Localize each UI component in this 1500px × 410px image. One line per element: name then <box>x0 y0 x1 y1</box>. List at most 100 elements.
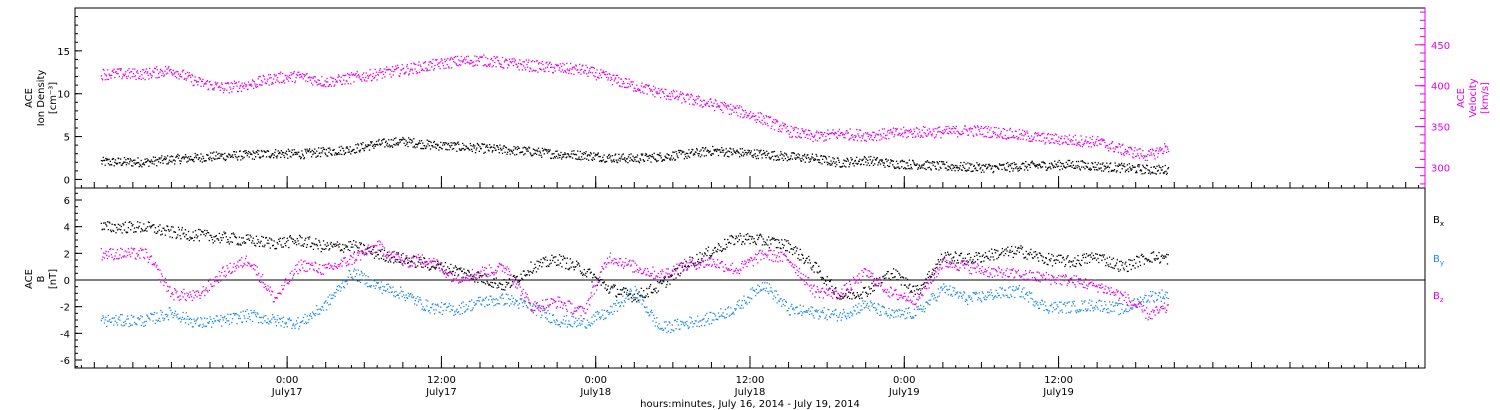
velocity-point <box>333 85 335 88</box>
density-point <box>448 149 450 151</box>
density-point <box>319 155 322 158</box>
velocity-point <box>455 63 457 65</box>
density-point <box>1108 171 1110 173</box>
density-point <box>1159 172 1161 174</box>
density-point <box>267 150 270 153</box>
density-point <box>483 143 486 145</box>
bx-point <box>817 272 819 274</box>
density-point <box>139 163 141 166</box>
density-point <box>966 170 968 172</box>
density-point <box>1021 163 1023 165</box>
density-point <box>991 167 993 169</box>
density-point <box>301 150 303 152</box>
bx-point <box>645 295 647 297</box>
bx-point <box>745 234 747 236</box>
velocity-point <box>1132 153 1134 155</box>
velocity-point <box>188 72 191 74</box>
bx-point <box>869 292 872 295</box>
velocity-point <box>405 71 407 73</box>
bx-point <box>164 234 167 236</box>
velocity-point <box>640 85 643 87</box>
density-point <box>555 150 557 153</box>
density-point <box>300 156 302 159</box>
bx-point <box>1052 255 1054 257</box>
density-point <box>937 163 940 165</box>
density-point <box>1126 169 1128 171</box>
bx-point <box>237 242 239 245</box>
density-point <box>389 146 391 148</box>
density-point <box>969 164 972 166</box>
density-point <box>810 158 812 160</box>
density-point <box>1037 167 1039 169</box>
bx-point <box>127 227 130 229</box>
density-point <box>393 138 396 140</box>
density-point <box>386 142 389 145</box>
density-point <box>516 148 518 151</box>
density-point <box>437 144 439 146</box>
density-point <box>355 151 358 153</box>
velocity-point <box>1026 130 1028 132</box>
density-point <box>1075 165 1077 167</box>
density-point <box>814 158 816 160</box>
velocity-point <box>530 68 532 70</box>
bx-point <box>995 249 997 252</box>
density-point <box>1147 172 1150 174</box>
bx-point <box>835 286 837 289</box>
bx-point <box>206 229 208 232</box>
bx-point <box>113 224 116 226</box>
velocity-point <box>554 70 556 72</box>
velocity-point <box>876 139 878 142</box>
bx-point <box>656 292 658 294</box>
bx-point <box>167 228 170 231</box>
velocity-point <box>896 128 898 130</box>
velocity-point <box>1140 153 1142 155</box>
bx-point <box>116 226 118 229</box>
bx-point <box>413 255 415 257</box>
velocity-point <box>402 67 405 70</box>
bx-point <box>937 259 940 261</box>
density-point <box>152 156 155 158</box>
density-point <box>753 149 756 151</box>
velocity-point <box>636 89 639 91</box>
density-point <box>794 157 796 159</box>
velocity-point <box>163 74 166 76</box>
density-point <box>1065 161 1067 164</box>
velocity-point <box>908 130 911 132</box>
velocity-point <box>707 100 709 103</box>
density-point <box>154 156 157 158</box>
density-point <box>704 148 706 150</box>
density-point <box>440 141 442 144</box>
density-point <box>181 157 183 160</box>
velocity-point <box>588 70 590 72</box>
density-point <box>778 158 781 161</box>
density-point <box>621 154 623 156</box>
density-point <box>945 167 947 169</box>
density-point <box>613 159 615 161</box>
density-point <box>408 137 410 139</box>
velocity-point <box>712 105 715 107</box>
density-point <box>932 164 934 166</box>
bx-point <box>799 248 801 251</box>
bx-point <box>950 262 953 264</box>
bx-point <box>235 237 238 239</box>
bx-point <box>604 287 606 289</box>
bx-point <box>820 276 822 279</box>
velocity-point <box>879 133 882 135</box>
density-point <box>656 153 659 156</box>
density-point <box>1135 171 1137 174</box>
velocity-point <box>1146 155 1148 158</box>
velocity-point <box>573 73 575 75</box>
bx-point <box>952 257 954 259</box>
density-point <box>435 143 437 146</box>
bx-point <box>747 233 749 235</box>
bx-point <box>791 247 793 250</box>
density-point <box>336 153 338 155</box>
velocity-point <box>511 58 513 60</box>
velocity-point <box>647 85 650 87</box>
bx-point <box>1069 266 1071 268</box>
density-point <box>629 157 632 159</box>
bx-point <box>143 230 146 232</box>
velocity-point <box>790 125 792 128</box>
velocity-point <box>816 130 818 132</box>
density-point <box>803 155 805 157</box>
